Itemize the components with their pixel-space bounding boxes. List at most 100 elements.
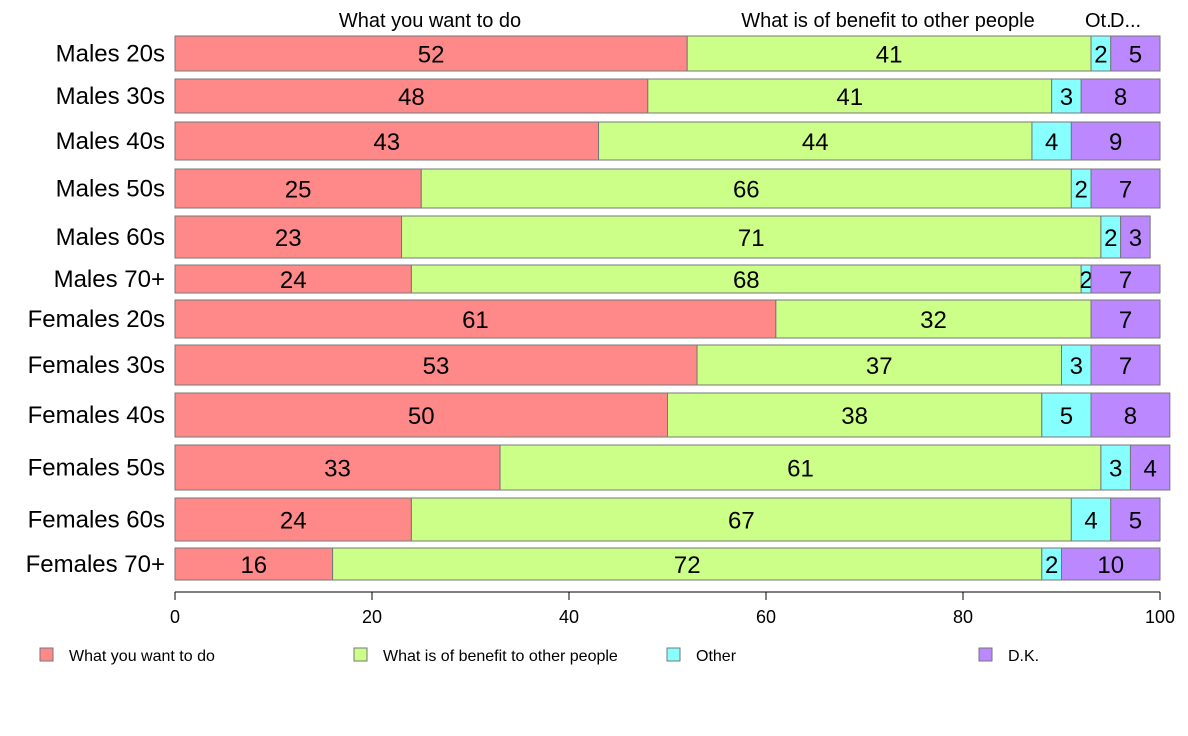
bar-segment <box>174 392 668 438</box>
data-label: 38 <box>841 403 868 430</box>
legend-label: What you want to do <box>69 648 215 665</box>
x-tick-label: 20 <box>362 607 382 627</box>
category-label: Males 50s <box>56 176 165 203</box>
data-label: 7 <box>1119 267 1132 294</box>
bar-segment <box>174 78 649 114</box>
data-label: 3 <box>1060 84 1073 111</box>
category-label: Males 60s <box>56 224 165 251</box>
bar-segment <box>174 547 334 581</box>
data-label: 32 <box>920 307 947 334</box>
x-tick-label: 0 <box>170 607 180 627</box>
data-label: 37 <box>866 353 893 380</box>
bar-segment <box>1100 444 1131 491</box>
bar-segment <box>1090 264 1161 294</box>
bar-segment <box>1031 121 1072 161</box>
bar-segment <box>174 35 688 72</box>
bar-segment <box>1120 215 1151 259</box>
data-label: 25 <box>285 177 312 204</box>
bar-segment <box>1061 344 1092 386</box>
bar-segment <box>420 168 1072 209</box>
legend-label: Other <box>696 648 737 665</box>
bar-segment <box>1090 344 1161 386</box>
bar-segment <box>598 121 1033 161</box>
bar-segment <box>1070 497 1112 542</box>
category-label: Males 40s <box>56 128 165 155</box>
top-series-label: D... <box>1110 10 1141 32</box>
data-label: 2 <box>1079 267 1092 294</box>
data-label: 8 <box>1114 84 1127 111</box>
data-label: 48 <box>398 84 425 111</box>
x-tick-label: 60 <box>756 607 776 627</box>
data-label: 66 <box>733 177 760 204</box>
data-label: 7 <box>1119 177 1132 204</box>
data-label: 7 <box>1119 353 1132 380</box>
data-label: 23 <box>275 225 302 252</box>
bar-segment <box>1129 444 1171 491</box>
x-tick-label: 80 <box>953 607 973 627</box>
bar-segment <box>174 121 600 161</box>
data-label: 24 <box>280 508 307 535</box>
data-label: 33 <box>324 456 351 483</box>
bar-segment <box>1110 35 1161 72</box>
bar-segment <box>174 344 698 386</box>
legend-label: What is of benefit to other people <box>383 648 618 665</box>
data-label: 4 <box>1045 129 1058 156</box>
data-label: 7 <box>1119 307 1132 334</box>
top-series-label: What is of benefit to other people <box>741 10 1035 32</box>
bar-segment <box>686 35 1092 72</box>
data-label: 67 <box>728 508 755 535</box>
data-label: 9 <box>1109 129 1122 156</box>
data-label: 41 <box>836 84 863 111</box>
top-series-label: Ot. <box>1085 10 1112 32</box>
data-label: 41 <box>876 42 903 69</box>
data-label: 5 <box>1129 508 1142 535</box>
data-label: 44 <box>802 129 829 156</box>
bar-segment <box>1041 392 1092 438</box>
data-label: 68 <box>733 267 760 294</box>
data-label: 61 <box>787 456 814 483</box>
legend-label: D.K. <box>1008 648 1039 665</box>
data-label: 4 <box>1084 508 1097 535</box>
data-label: 5 <box>1060 403 1073 430</box>
data-label: 2 <box>1075 177 1088 204</box>
data-label: 24 <box>280 267 307 294</box>
bar-segment <box>1090 299 1161 339</box>
bar-segment <box>410 497 1072 542</box>
bar-segment <box>1090 392 1171 438</box>
data-label: 43 <box>373 129 400 156</box>
legend-swatch <box>353 647 368 662</box>
bar-segment <box>667 392 1043 438</box>
bar-segment <box>1090 168 1161 209</box>
bar-segment <box>174 264 412 294</box>
category-label: Males 20s <box>56 41 165 68</box>
category-label: Females 70+ <box>26 551 165 578</box>
data-label: 53 <box>423 353 450 380</box>
bar-segment <box>174 168 422 209</box>
bar-segment <box>775 299 1092 339</box>
category-label: Females 60s <box>28 507 165 534</box>
category-label: Females 40s <box>28 402 165 429</box>
bar-segment <box>1110 497 1161 542</box>
data-label: 71 <box>738 225 765 252</box>
legend-swatch <box>39 647 54 662</box>
category-label: Males 30s <box>56 83 165 110</box>
top-series-label: What you want to do <box>339 10 521 32</box>
category-label: Males 70+ <box>54 266 165 293</box>
data-label: 50 <box>408 403 435 430</box>
x-tick-label: 100 <box>1145 607 1175 627</box>
category-label: Females 50s <box>28 455 165 482</box>
bar-segment <box>1061 547 1161 581</box>
legend-swatch <box>666 647 681 662</box>
bar-segment <box>174 497 412 542</box>
bar-segment <box>1070 121 1161 161</box>
bar-segment <box>174 444 501 491</box>
data-label: 3 <box>1109 456 1122 483</box>
bar-segment <box>410 264 1082 294</box>
data-label: 61 <box>462 307 489 334</box>
data-label: 2 <box>1045 552 1058 579</box>
data-label: 72 <box>674 552 701 579</box>
legend-swatch <box>978 647 993 662</box>
data-label: 5 <box>1129 42 1142 69</box>
bar-segment <box>174 299 777 339</box>
